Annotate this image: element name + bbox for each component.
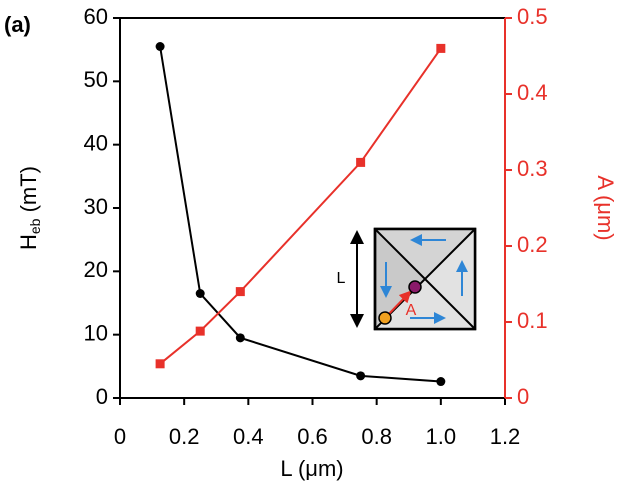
y-label-sub: eb (27, 218, 43, 234)
y2-tick-label: 0.4 (517, 80, 548, 105)
x-tick-label: 1.0 (426, 424, 457, 449)
y-label-main: H (16, 234, 41, 250)
y2-tick-label: 0 (517, 384, 529, 409)
x-tick-label: 0.2 (169, 424, 200, 449)
point (195, 289, 205, 298)
y-tick-label: 60 (84, 4, 108, 29)
point (436, 43, 446, 53)
y-tick-label: 10 (84, 320, 108, 345)
point (235, 333, 245, 343)
point (155, 359, 165, 369)
point (356, 157, 366, 167)
point (235, 287, 245, 297)
y2-tick-label: 0.3 (517, 156, 548, 181)
y-axis-label: Heb (mT) (16, 166, 43, 250)
x-tick-label: 0.6 (297, 424, 328, 449)
y2-tick-label: 0.2 (517, 232, 548, 257)
inset-diagram: L A (337, 227, 477, 331)
x-tick-label: 0.8 (361, 424, 392, 449)
y-tick-label: 50 (84, 67, 108, 92)
point (195, 326, 205, 336)
y-tick-label: 40 (84, 130, 108, 155)
x-tick-label: 0.4 (233, 424, 264, 449)
x-tick-label: 1.2 (490, 424, 521, 449)
point (155, 42, 165, 51)
x-axis-label: L (μm) (280, 456, 343, 481)
point (356, 371, 366, 381)
x-tick-label: 0 (114, 424, 126, 449)
panel-label: (a) (4, 12, 31, 37)
y-tick-label: 0 (96, 384, 108, 409)
inset-arrow-label: A (406, 302, 417, 319)
y-label-unit: (mT) (16, 166, 41, 219)
y-tick-label: 20 (84, 257, 108, 282)
inset-length-label: L (337, 270, 346, 287)
y2-axis-label: A (μm) (593, 175, 618, 240)
point (436, 377, 446, 387)
y2-tick-label: 0.1 (517, 308, 548, 333)
y-tick-label: 30 (84, 194, 108, 219)
y2-tick-label: 0.5 (517, 4, 548, 29)
